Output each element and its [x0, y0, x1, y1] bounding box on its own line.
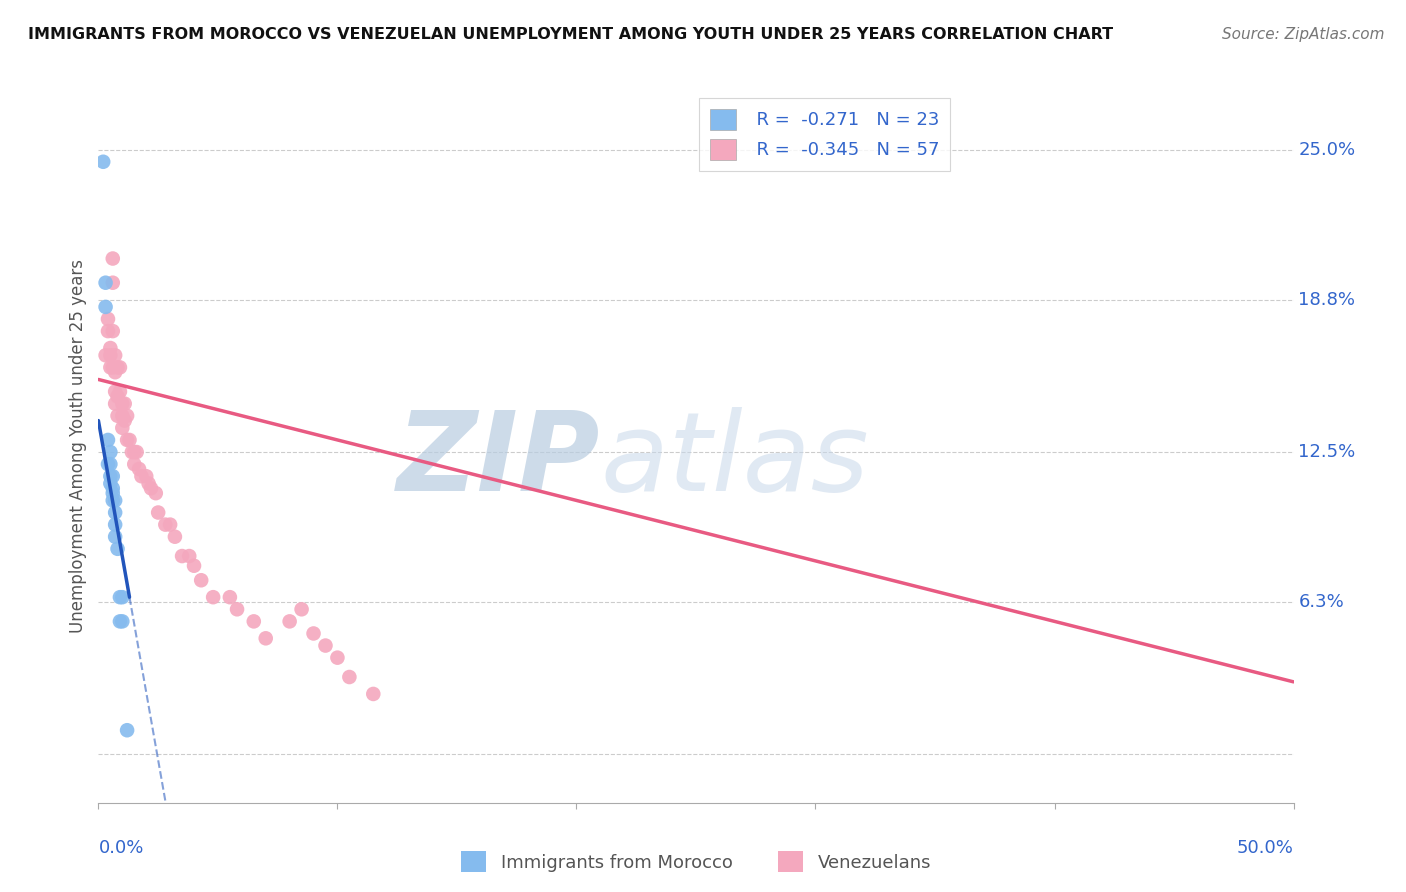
Point — [98, 348, 122, 362]
Point — [111, 615, 134, 629]
Point — [94, 276, 117, 290]
Point — [114, 414, 136, 428]
Point — [183, 558, 205, 573]
Text: 18.8%: 18.8% — [1298, 291, 1355, 309]
Point — [98, 445, 122, 459]
Point — [118, 433, 141, 447]
Point — [155, 517, 177, 532]
Point — [98, 360, 122, 375]
Point — [190, 574, 212, 588]
Point — [145, 486, 167, 500]
Point — [148, 506, 170, 520]
Point — [107, 409, 129, 423]
Point — [101, 360, 124, 375]
Point — [108, 590, 131, 604]
Point — [121, 445, 143, 459]
Point — [219, 590, 242, 604]
Point — [135, 469, 157, 483]
Text: 6.3%: 6.3% — [1298, 593, 1344, 611]
Point — [226, 602, 249, 616]
Point — [243, 615, 266, 629]
Point — [104, 517, 127, 532]
Point — [94, 348, 117, 362]
Point — [111, 421, 134, 435]
Point — [128, 462, 150, 476]
Point — [337, 670, 360, 684]
Text: 25.0%: 25.0% — [1298, 141, 1355, 159]
Point — [254, 632, 277, 646]
Y-axis label: Unemployment Among Youth under 25 years: Unemployment Among Youth under 25 years — [69, 259, 87, 633]
Point — [107, 360, 129, 375]
Point — [326, 650, 349, 665]
Point — [101, 481, 124, 495]
Point — [97, 457, 120, 471]
Point — [111, 397, 134, 411]
Text: 0.0%: 0.0% — [98, 839, 143, 857]
Point — [104, 493, 127, 508]
Text: atlas: atlas — [600, 407, 869, 514]
Legend: Immigrants from Morocco, Venezuelans: Immigrants from Morocco, Venezuelans — [454, 844, 938, 880]
Point — [97, 312, 120, 326]
Point — [98, 476, 122, 491]
Point — [111, 590, 134, 604]
Point — [290, 602, 312, 616]
Point — [315, 639, 337, 653]
Point — [107, 541, 129, 556]
Point — [108, 360, 131, 375]
Text: IMMIGRANTS FROM MOROCCO VS VENEZUELAN UNEMPLOYMENT AMONG YOUTH UNDER 25 YEARS CO: IMMIGRANTS FROM MOROCCO VS VENEZUELAN UN… — [28, 27, 1114, 42]
Point — [179, 549, 201, 563]
Point — [115, 433, 138, 447]
Point — [138, 476, 160, 491]
Point — [163, 530, 186, 544]
Point — [98, 469, 122, 483]
Point — [139, 481, 162, 495]
Point — [97, 433, 120, 447]
Point — [125, 445, 148, 459]
Point — [104, 348, 127, 362]
Point — [159, 517, 181, 532]
Point — [172, 549, 194, 563]
Point — [101, 486, 124, 500]
Point — [98, 341, 122, 355]
Point — [91, 154, 114, 169]
Point — [104, 397, 127, 411]
Point — [124, 457, 146, 471]
Point — [101, 276, 124, 290]
Point — [104, 365, 127, 379]
Point — [104, 506, 127, 520]
Point — [114, 397, 136, 411]
Point — [94, 300, 117, 314]
Point — [108, 615, 131, 629]
Point — [131, 469, 153, 483]
Point — [107, 389, 129, 403]
Text: 50.0%: 50.0% — [1237, 839, 1294, 857]
Point — [363, 687, 385, 701]
Point — [104, 384, 127, 399]
Point — [115, 723, 138, 738]
Point — [108, 384, 131, 399]
Point — [101, 324, 124, 338]
Point — [101, 469, 124, 483]
Point — [111, 409, 134, 423]
Point — [101, 252, 124, 266]
Point — [97, 324, 120, 338]
Point — [124, 445, 146, 459]
Point — [278, 615, 301, 629]
Text: ZIP: ZIP — [396, 407, 600, 514]
Point — [202, 590, 225, 604]
Point — [302, 626, 325, 640]
Point — [98, 457, 122, 471]
Point — [115, 409, 138, 423]
Point — [101, 493, 124, 508]
Text: 12.5%: 12.5% — [1298, 443, 1355, 461]
Point — [104, 530, 127, 544]
Text: Source: ZipAtlas.com: Source: ZipAtlas.com — [1222, 27, 1385, 42]
